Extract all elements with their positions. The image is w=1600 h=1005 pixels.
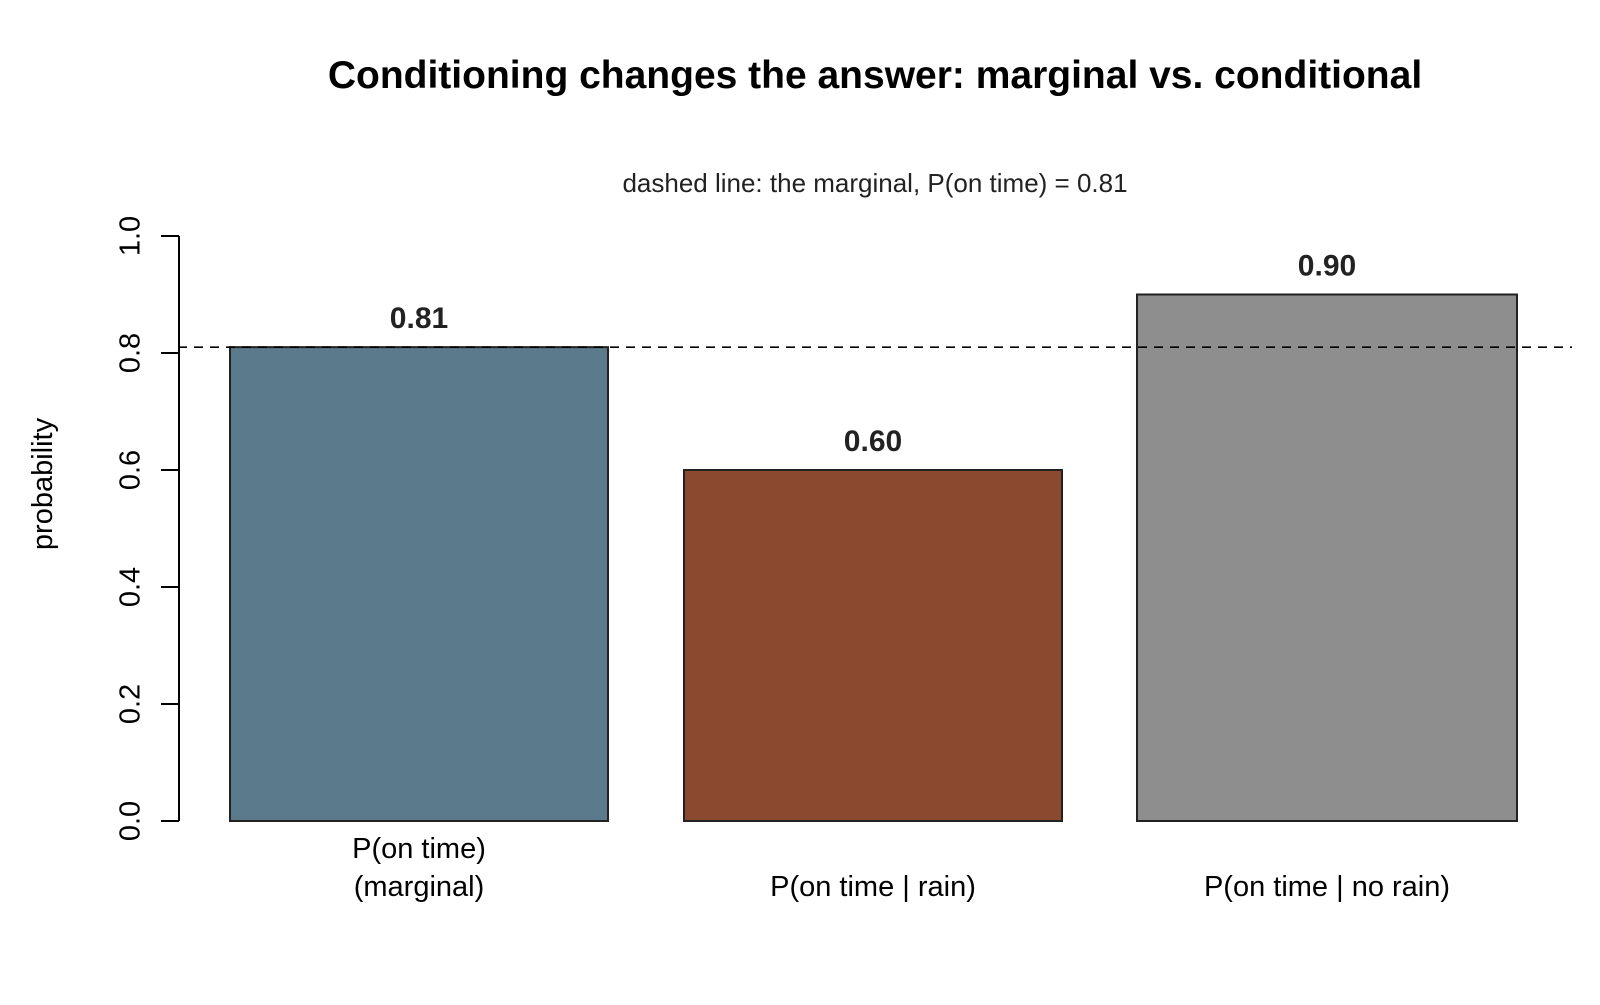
bar (683, 469, 1063, 822)
y-tick-label: 0.2 (115, 684, 147, 724)
category-label: P(on time | no rain) (1204, 871, 1450, 903)
y-axis-label: probability (27, 417, 59, 550)
bar (1136, 293, 1518, 822)
data-label: 0.60 (844, 425, 902, 458)
y-tick-label: 0.4 (115, 567, 147, 607)
chart-title: Conditioning changes the answer: margina… (328, 54, 1422, 97)
plot-area: 0.0 0.2 0.4 0.6 0.8 1.0 0.81 P(on time) (margina… (115, 216, 1572, 903)
data-label: 0.81 (390, 302, 448, 335)
category-label: (marginal) (354, 871, 485, 903)
category-label: P(on time | rain) (770, 871, 976, 903)
y-tick-label: 0.8 (115, 333, 147, 373)
y-tick-label: 1.0 (115, 216, 147, 256)
category-label: P(on time) (352, 833, 486, 865)
y-tick-label: 0.0 (115, 801, 147, 841)
bar (229, 346, 609, 822)
chart-subtitle: dashed line: the marginal, P(on time) = … (622, 168, 1127, 198)
data-label: 0.90 (1298, 250, 1356, 283)
y-tick-label: 0.6 (115, 450, 147, 490)
